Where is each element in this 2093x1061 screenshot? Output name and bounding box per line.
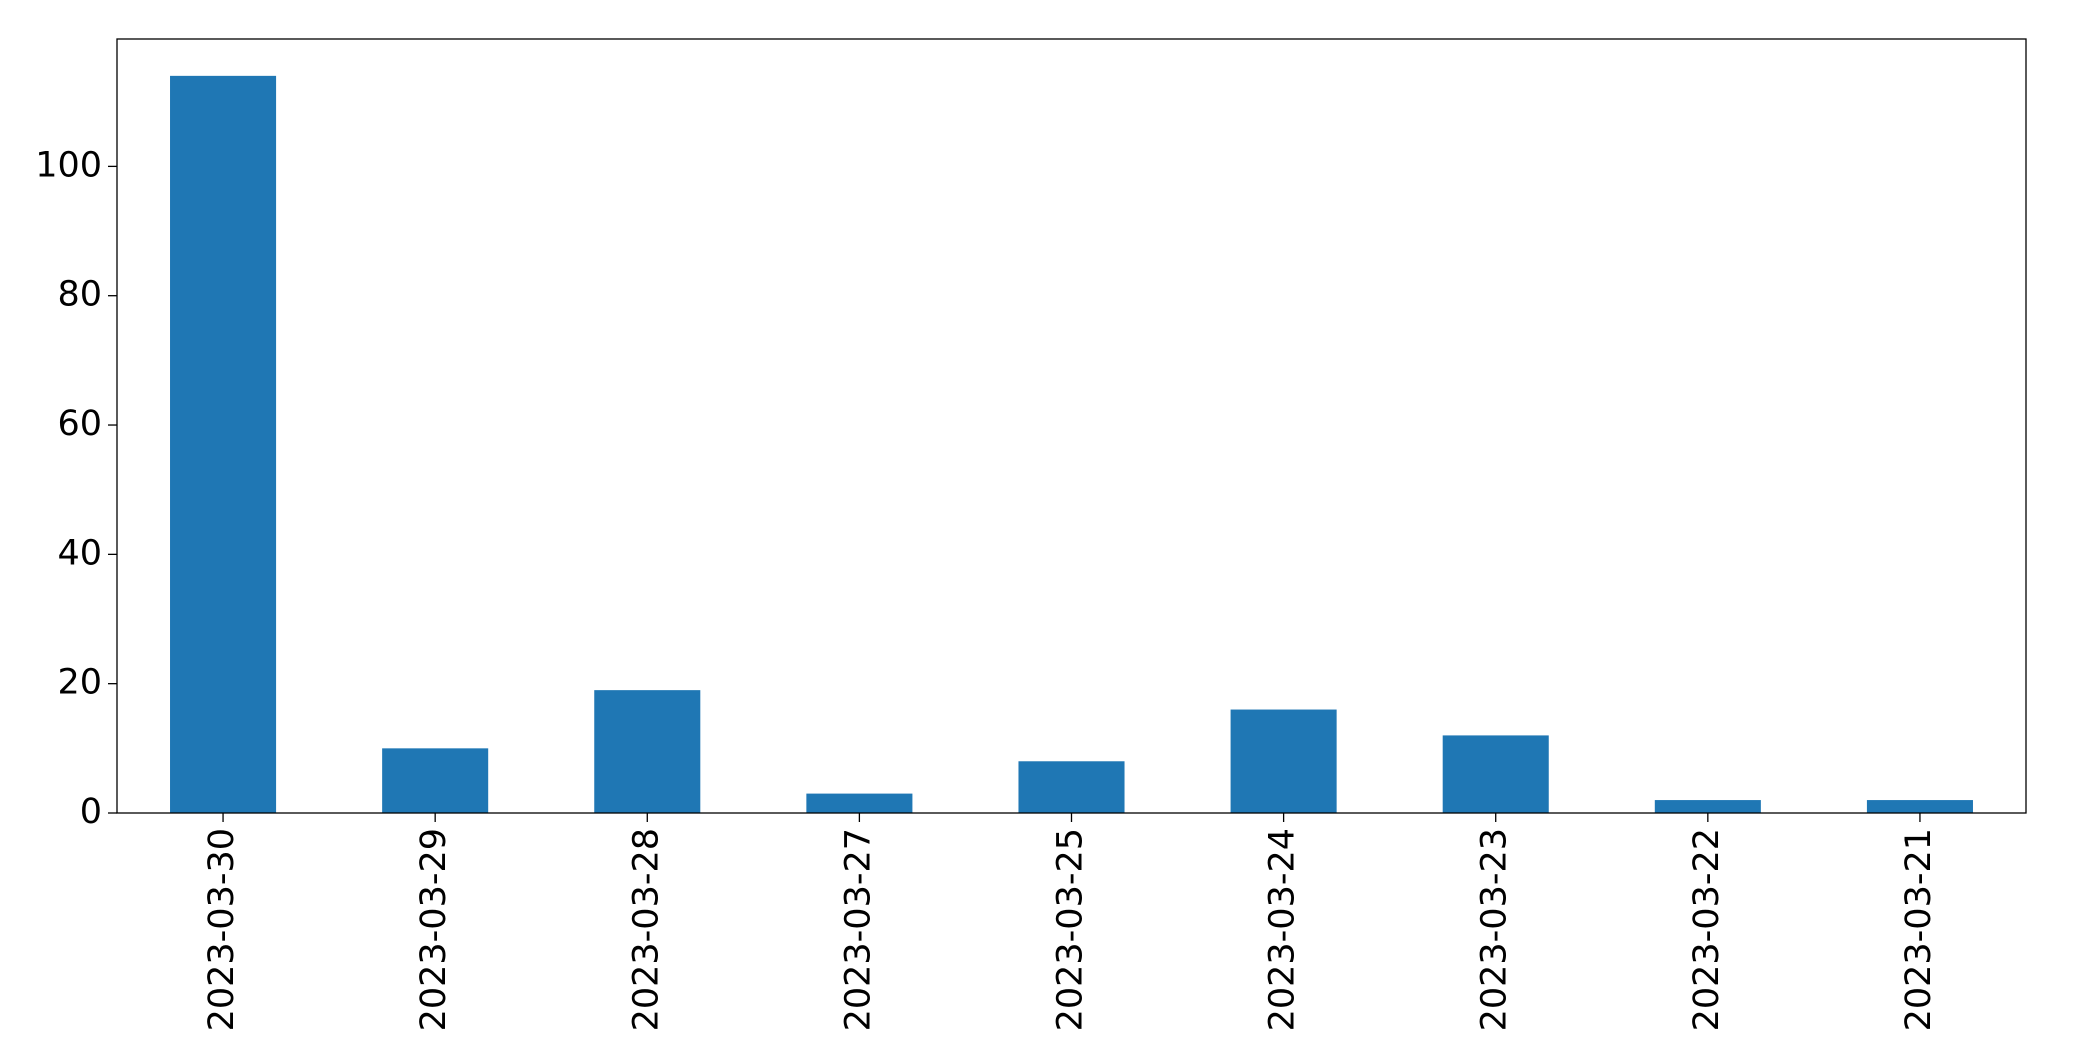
y-tick-label: 20	[57, 663, 102, 703]
bar	[1866, 800, 1973, 813]
bar	[382, 748, 489, 813]
bar	[170, 75, 277, 814]
x-tick-label: 2023-03-21	[1899, 828, 1939, 1031]
bar	[1018, 761, 1125, 813]
bar	[1442, 735, 1549, 813]
bar	[1230, 709, 1337, 813]
bar	[594, 690, 701, 813]
y-tick-label: 60	[57, 404, 102, 444]
x-tick-label: 2023-03-30	[202, 828, 242, 1031]
x-tick-label: 2023-03-27	[838, 828, 878, 1031]
x-tick-label: 2023-03-25	[1051, 828, 1091, 1031]
x-tick-label: 2023-03-24	[1263, 828, 1303, 1031]
plot-frame	[116, 38, 2027, 814]
y-tick-label: 80	[57, 275, 102, 315]
x-tick-label: 2023-03-29	[414, 828, 454, 1031]
x-tick-label: 2023-03-28	[626, 828, 666, 1031]
x-tick-label: 2023-03-23	[1475, 828, 1515, 1031]
y-tick-label: 100	[35, 145, 102, 185]
y-tick-label: 0	[80, 792, 102, 832]
bar	[806, 793, 913, 813]
y-tick-label: 40	[57, 533, 102, 573]
x-tick-label: 2023-03-22	[1687, 828, 1727, 1031]
bar	[1654, 800, 1761, 813]
